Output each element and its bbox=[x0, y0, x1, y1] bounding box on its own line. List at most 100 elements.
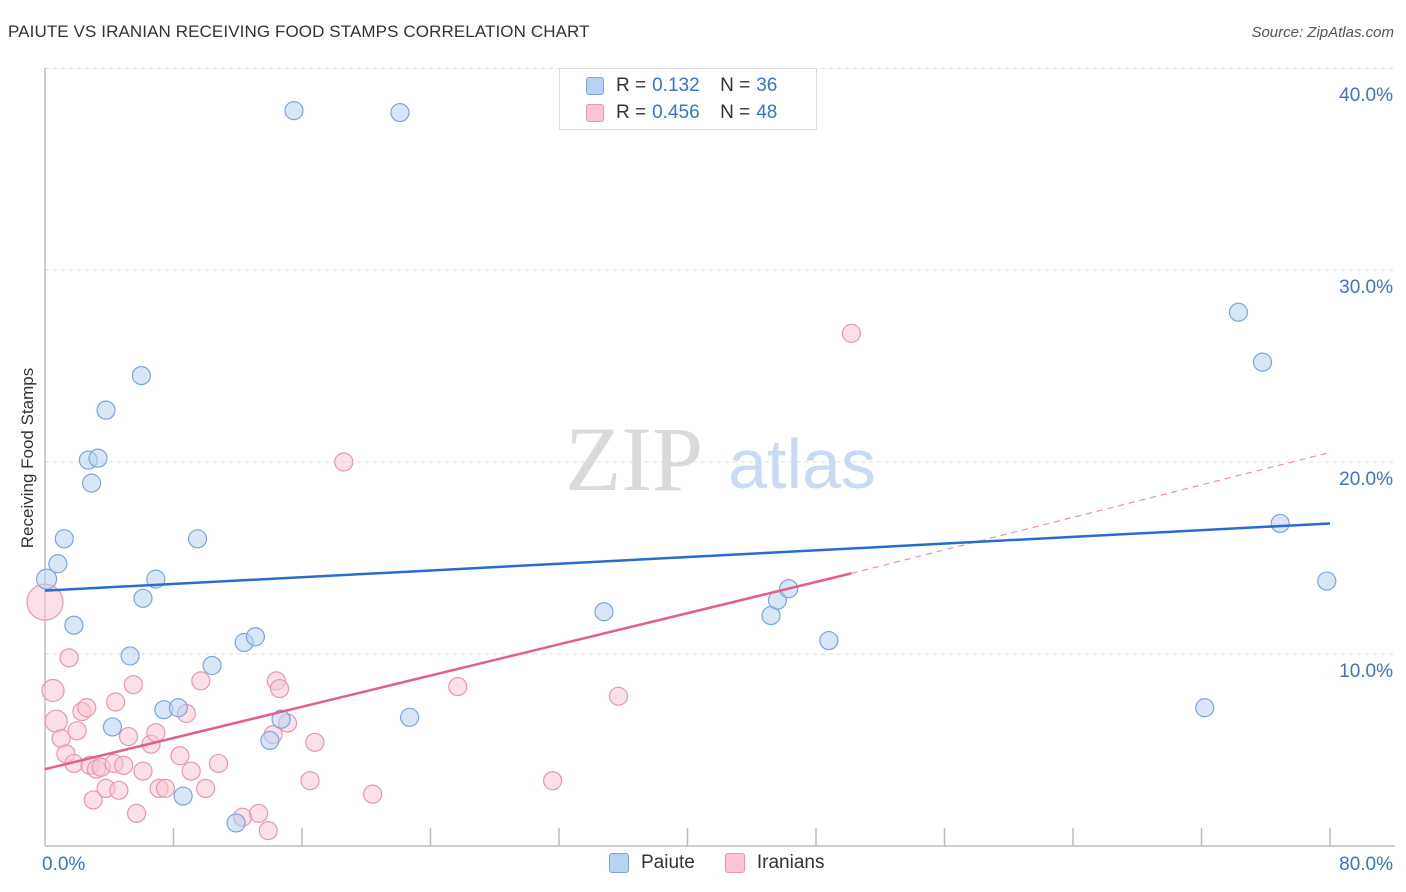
iranians-point bbox=[106, 692, 126, 712]
iranians-swatch bbox=[586, 104, 604, 122]
n-label: N = bbox=[720, 102, 751, 123]
r-value: 0.132 bbox=[652, 75, 700, 96]
iranians-point bbox=[196, 778, 216, 799]
stats-row-iranians: R = 0.456 N = 48 bbox=[586, 101, 777, 125]
stats-legend: R = 0.132 N = 36 R = 0.456 N = 48 bbox=[559, 68, 817, 130]
watermark-atlas: atlas bbox=[728, 425, 876, 503]
n-value: 48 bbox=[756, 102, 778, 123]
paiute-point bbox=[594, 602, 614, 622]
paiute-point bbox=[245, 627, 266, 647]
iranians-point bbox=[41, 678, 65, 703]
iranians-point bbox=[363, 784, 383, 804]
paiute-point bbox=[202, 655, 222, 676]
paiute-point bbox=[120, 646, 140, 666]
paiute-point bbox=[1228, 302, 1249, 322]
iranians-point bbox=[44, 709, 68, 733]
paiute-point bbox=[260, 730, 280, 751]
paiute-point bbox=[54, 529, 74, 549]
paiute-point bbox=[168, 698, 188, 718]
paiute-point bbox=[390, 102, 410, 123]
iranians-point bbox=[83, 790, 103, 810]
paiute-point bbox=[1270, 513, 1290, 534]
iranians-point bbox=[126, 803, 147, 823]
iranians-point bbox=[300, 771, 320, 791]
iranians-trend-line bbox=[44, 572, 852, 771]
paiute-point bbox=[400, 707, 420, 727]
iranians-point bbox=[67, 721, 87, 741]
paiute-point bbox=[819, 630, 839, 651]
iranians-point bbox=[118, 726, 139, 747]
iranians-point bbox=[258, 821, 278, 841]
paiute-point bbox=[1195, 698, 1215, 718]
y-tick-label: 40.0% bbox=[1339, 85, 1393, 106]
paiute-point bbox=[36, 568, 58, 590]
iranians-point bbox=[269, 678, 290, 699]
paiute-swatch bbox=[586, 77, 604, 95]
grid-lines bbox=[45, 67, 1395, 655]
paiute-point bbox=[131, 366, 151, 386]
iranians-point bbox=[249, 803, 269, 823]
iranians-point bbox=[542, 771, 563, 791]
iranians-point bbox=[608, 686, 629, 706]
y-tick-label: 30.0% bbox=[1339, 277, 1393, 298]
axes bbox=[44, 68, 1395, 847]
paiute-point bbox=[226, 813, 246, 833]
paiute-point bbox=[284, 101, 304, 121]
trend-lines bbox=[44, 451, 1331, 771]
paiute-point bbox=[1317, 571, 1337, 591]
y-axis-title: Receiving Food Stamps bbox=[18, 367, 37, 549]
iranians-point bbox=[77, 698, 97, 718]
iranians-point bbox=[170, 746, 190, 766]
iranians-point bbox=[191, 671, 211, 691]
iranians-point bbox=[109, 780, 129, 800]
paiute-point bbox=[88, 448, 108, 468]
tick-labels: 10.0% 20.0% 30.0% 40.0% 0.0% 80.0% bbox=[42, 85, 1393, 875]
paiute-point bbox=[133, 588, 153, 608]
iranians-swatch bbox=[724, 853, 745, 873]
series-legend: Paiute Iranians bbox=[609, 852, 854, 874]
stats-row-paiute: R = 0.132 N = 36 bbox=[586, 74, 777, 98]
iranians-point bbox=[146, 723, 166, 743]
watermark-zip: ZIP bbox=[565, 408, 703, 510]
x-tick-label: 80.0% bbox=[1339, 854, 1393, 875]
paiute-point bbox=[187, 529, 208, 549]
iranians-point bbox=[155, 778, 176, 799]
iranians-point bbox=[123, 675, 143, 695]
x-tick-label: 0.0% bbox=[42, 854, 85, 875]
y-tick-label: 20.0% bbox=[1339, 469, 1393, 490]
source-label: Source: ZipAtlas.com bbox=[1251, 24, 1394, 41]
iranians-point bbox=[841, 323, 861, 343]
paiute-point bbox=[48, 554, 68, 574]
paiute-point bbox=[173, 786, 193, 806]
r-label: R = bbox=[616, 102, 647, 123]
paiute-point bbox=[96, 400, 116, 420]
paiute-trend-line bbox=[44, 522, 1331, 592]
r-label: R = bbox=[616, 75, 647, 96]
n-label: N = bbox=[720, 75, 751, 96]
chart-title: PAIUTE VS IRANIAN RECEIVING FOOD STAMPS … bbox=[8, 22, 590, 41]
iranians-points bbox=[26, 323, 861, 841]
legend-item-iranians: Iranians bbox=[724, 852, 825, 874]
iranians-point bbox=[181, 761, 201, 781]
iranians-point bbox=[59, 648, 79, 668]
paiute-points bbox=[36, 101, 1337, 833]
paiute-point bbox=[102, 717, 123, 737]
legend-label-iranians: Iranians bbox=[756, 852, 825, 873]
r-value: 0.456 bbox=[652, 102, 700, 123]
iranians-point bbox=[114, 755, 134, 775]
legend-item-paiute: Paiute bbox=[609, 852, 695, 874]
paiute-point bbox=[1252, 352, 1273, 372]
iranians-point bbox=[208, 753, 229, 774]
iranians-trend-extension bbox=[851, 451, 1331, 574]
paiute-point bbox=[81, 473, 102, 493]
iranians-point bbox=[133, 761, 153, 781]
paiute-point bbox=[271, 709, 291, 729]
iranians-point bbox=[334, 452, 354, 472]
legend-label-paiute: Paiute bbox=[641, 852, 695, 873]
y-tick-label: 10.0% bbox=[1339, 661, 1393, 682]
paiute-swatch bbox=[609, 853, 629, 873]
iranians-point bbox=[448, 677, 468, 697]
n-value: 36 bbox=[756, 75, 778, 96]
watermark: ZIP atlas bbox=[565, 408, 876, 510]
